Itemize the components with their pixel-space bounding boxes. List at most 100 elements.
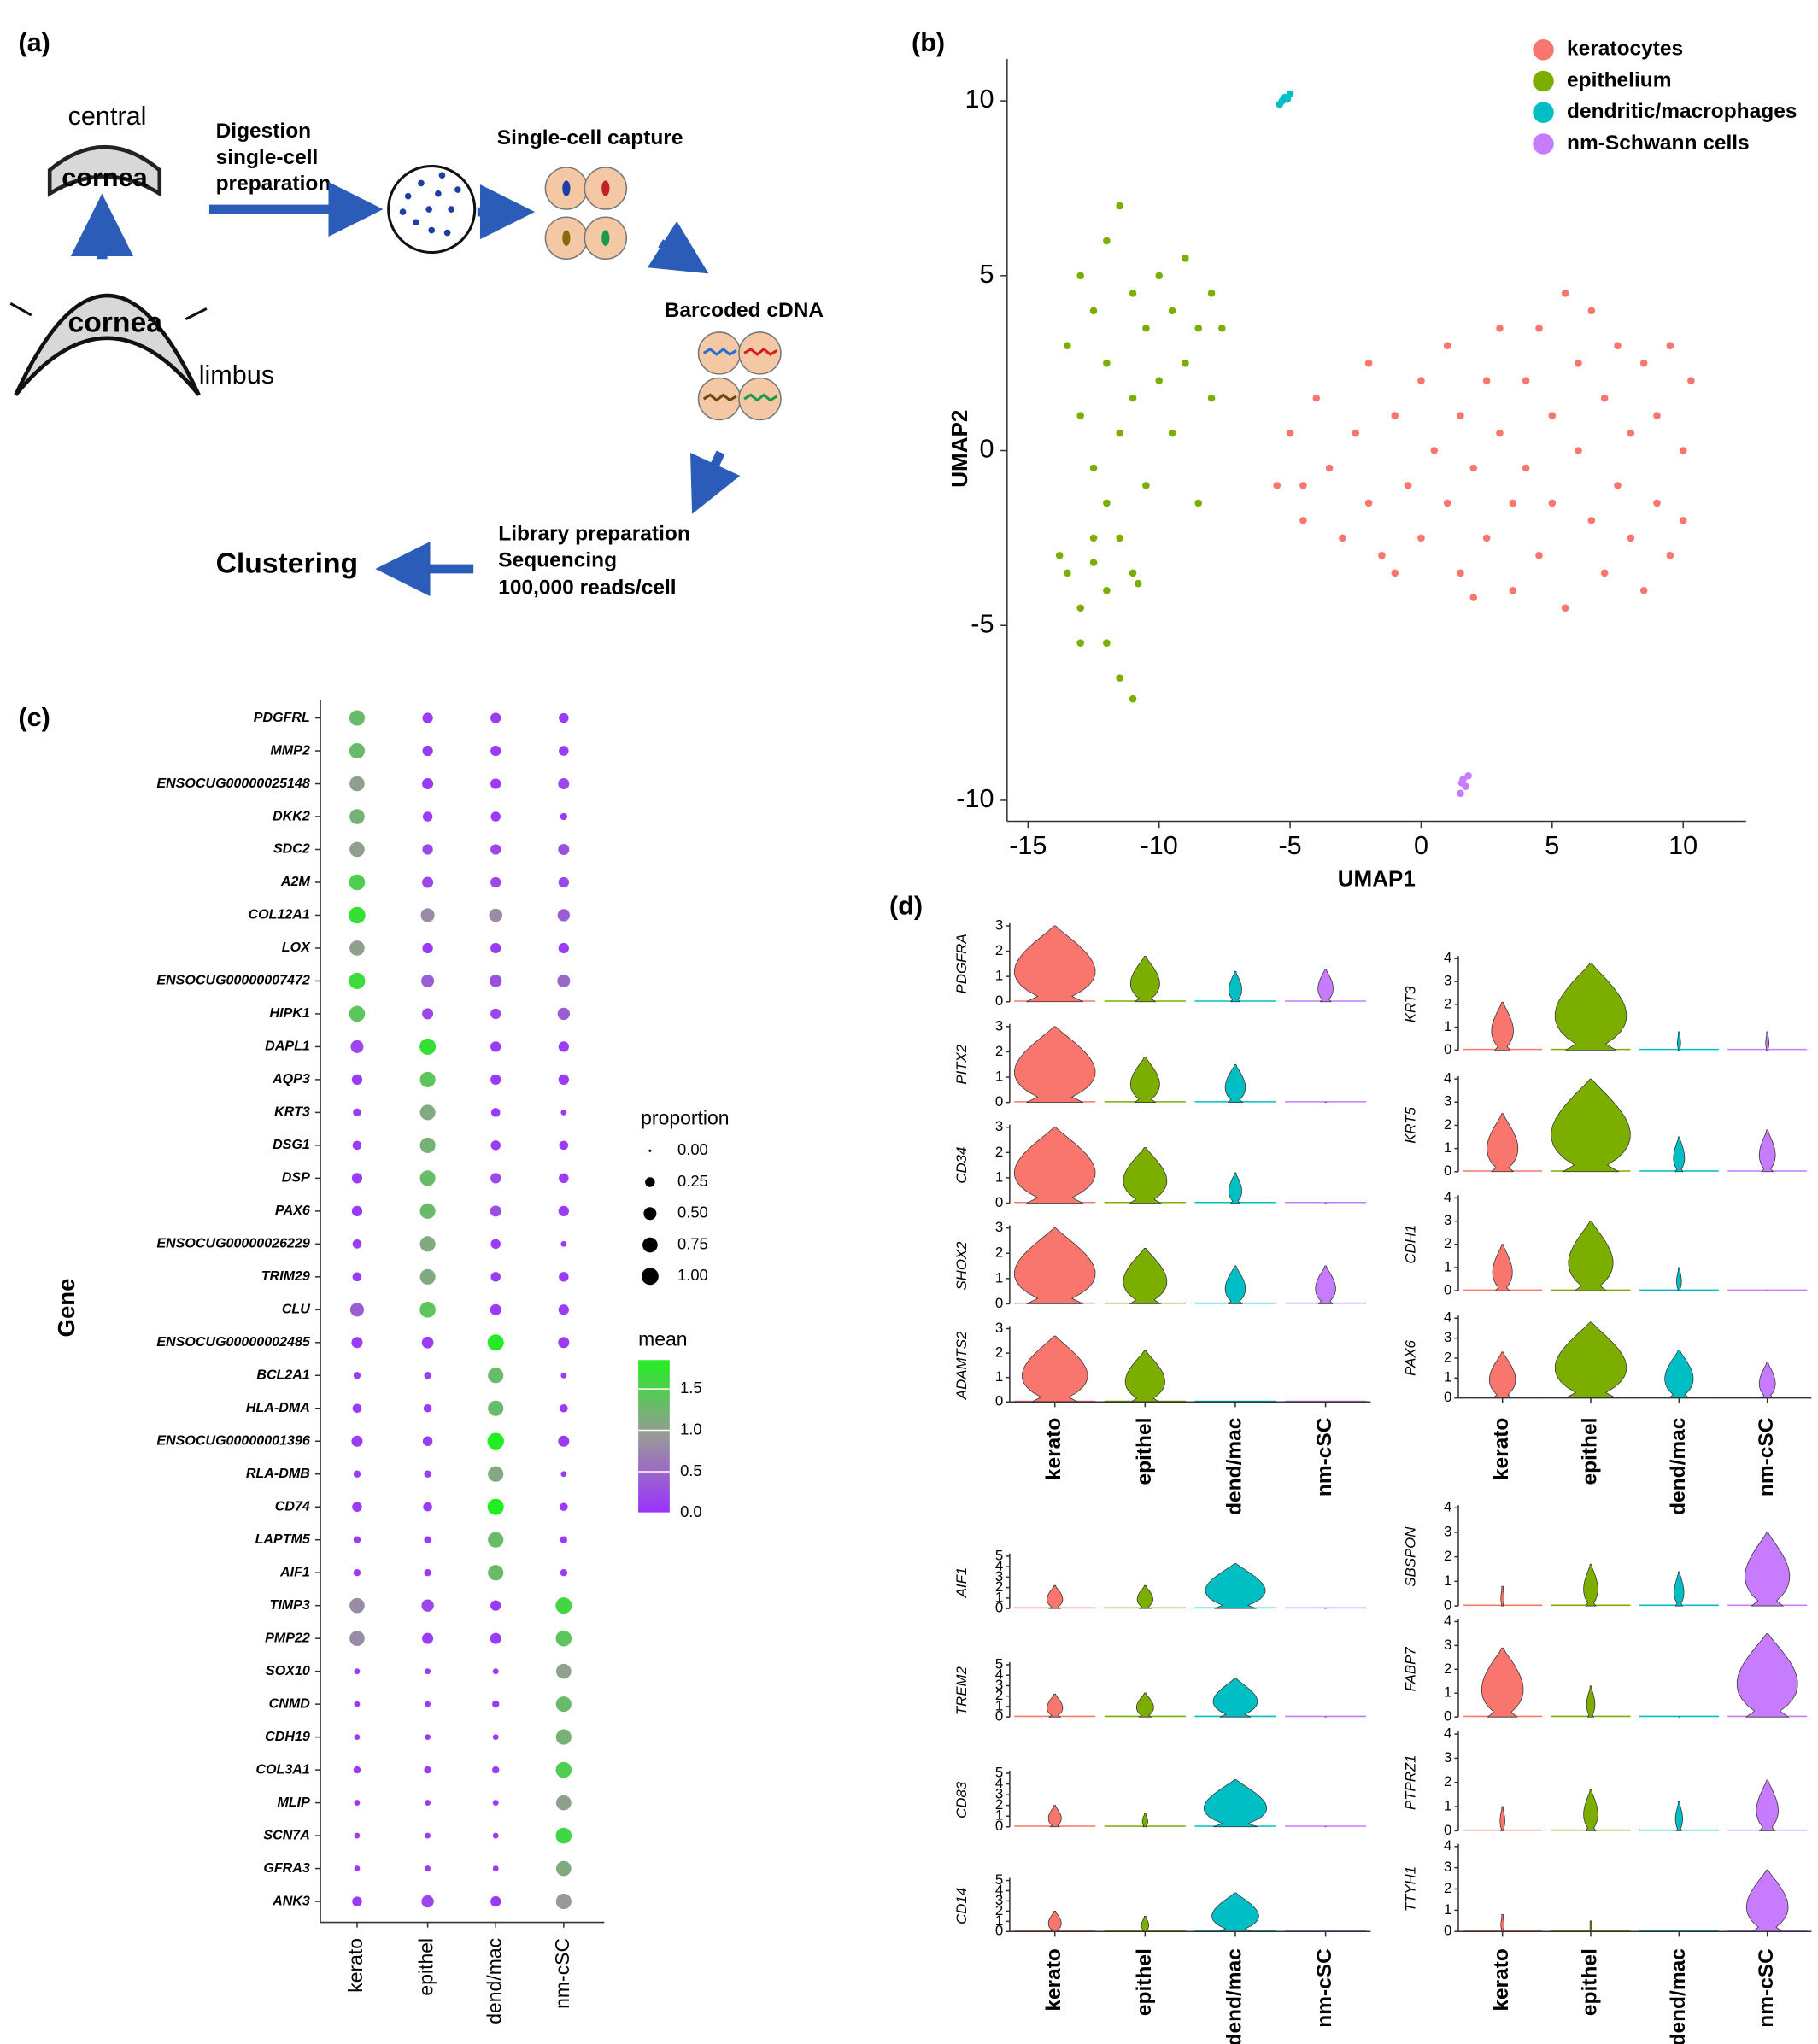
y-tick-label: 0 [995, 1295, 1003, 1311]
y-tick-label: 5 [995, 1547, 1003, 1563]
legend-label: 0.75 [677, 1234, 708, 1252]
violin [1489, 1351, 1516, 1399]
point [1103, 639, 1111, 647]
y-tick-label: 4 [995, 1666, 1003, 1683]
y-axis-title: Gene [53, 1279, 79, 1338]
violin [1674, 1571, 1685, 1607]
y-tick-label: 1 [1444, 1573, 1451, 1589]
point [1679, 447, 1687, 454]
x-tick-label: dend/mac [1667, 1418, 1690, 1515]
point [1561, 604, 1569, 612]
y-tick-label: HLA-DMA [246, 1400, 310, 1415]
dot [490, 844, 501, 855]
y-tick-label: 1 [995, 1168, 1003, 1185]
point [1639, 586, 1648, 594]
droplets [697, 331, 782, 421]
point [1103, 499, 1111, 507]
droplets [544, 167, 628, 260]
y-tick-label: ENSOCUG00000007472 [156, 973, 310, 988]
dot [488, 1400, 504, 1416]
dot [422, 1008, 434, 1020]
violin [1203, 1779, 1267, 1828]
dot [349, 1303, 364, 1317]
violin [1047, 1584, 1064, 1609]
y-tick-label: CD74 [275, 1498, 310, 1514]
legend-label: keratocytes [1567, 38, 1683, 61]
y-tick-label: 1 [995, 1697, 1003, 1713]
y-tick-label: 0 [995, 1923, 1003, 1939]
y-axis-title: PAX6 [1402, 1339, 1418, 1375]
violin [1047, 1911, 1062, 1932]
y-axis-title: PDGFRA [953, 934, 970, 993]
violin [1673, 1136, 1686, 1173]
y-tick-label: 3 [995, 1118, 1003, 1134]
cdna [702, 347, 778, 402]
y-axis-title: KRT3 [1402, 986, 1418, 1022]
y-tick-label: TIMP3 [270, 1597, 310, 1613]
point [1076, 412, 1084, 419]
point [1103, 237, 1111, 245]
y-tick-label: 3 [995, 1017, 1003, 1034]
dot [419, 1203, 436, 1219]
legend-marker [1533, 39, 1554, 61]
point [1182, 359, 1189, 367]
dot [350, 1040, 364, 1053]
dot [555, 1597, 572, 1614]
y-axis-title: CD34 [953, 1147, 970, 1184]
point [1430, 447, 1439, 454]
y-tick-label: 1 [1444, 1258, 1451, 1274]
legend-label: 1.0 [680, 1420, 702, 1438]
violin [1746, 1869, 1789, 1932]
dot [420, 908, 435, 922]
y-tick-label: 1 [1444, 1901, 1451, 1918]
y-tick-label: 4 [995, 1882, 1003, 1898]
dot [488, 1565, 504, 1581]
dot [555, 1893, 572, 1910]
dot [560, 1536, 568, 1543]
y-tick-label: GFRA3 [263, 1860, 310, 1876]
y-tick-label: 0 [1444, 1822, 1451, 1838]
x-tick-label: epithel [1133, 1948, 1156, 2016]
y-tick-label: ENSOCUG00000025148 [156, 776, 310, 791]
dot [560, 1240, 567, 1247]
y-tick-label: 0 [1444, 1708, 1451, 1725]
y-tick-label: AQP3 [272, 1071, 310, 1086]
point [1273, 482, 1281, 489]
violin [1123, 1247, 1168, 1304]
violin [1129, 956, 1160, 1003]
point [1142, 324, 1150, 332]
dot [422, 942, 433, 954]
y-tick-label: 1 [1444, 1018, 1451, 1034]
colorbar [638, 1360, 670, 1514]
dot [349, 972, 366, 989]
label: preparation [216, 172, 331, 195]
y-tick-label: 3 [1444, 1637, 1451, 1653]
y-tick-label: 4 [1444, 1189, 1451, 1205]
point [1575, 447, 1582, 454]
y-tick-label: 2 [995, 942, 1003, 958]
y-tick-label: 2 [1444, 1880, 1451, 1896]
x-tick-label: dend/mac [483, 1938, 505, 2024]
dot [419, 1302, 436, 1318]
nuclei [562, 180, 610, 246]
point [1116, 429, 1124, 437]
y-tick-label: 2 [1444, 1548, 1451, 1564]
dot [349, 841, 365, 858]
point [1679, 517, 1687, 524]
point [1076, 639, 1084, 647]
dot [492, 1865, 499, 1871]
violin [1758, 1362, 1776, 1399]
dot [492, 1832, 499, 1839]
point [1535, 324, 1543, 332]
dot [558, 1435, 570, 1447]
point [1129, 289, 1137, 297]
dot [349, 874, 366, 891]
legend-marker [648, 1149, 652, 1152]
arrow [647, 220, 709, 274]
dot [419, 1071, 436, 1087]
y-tick-label: 2 [1444, 1116, 1451, 1133]
violin [1677, 1031, 1681, 1051]
point [1687, 377, 1695, 384]
dot [558, 1205, 569, 1216]
y-tick-label: RLA-DMB [246, 1466, 310, 1481]
